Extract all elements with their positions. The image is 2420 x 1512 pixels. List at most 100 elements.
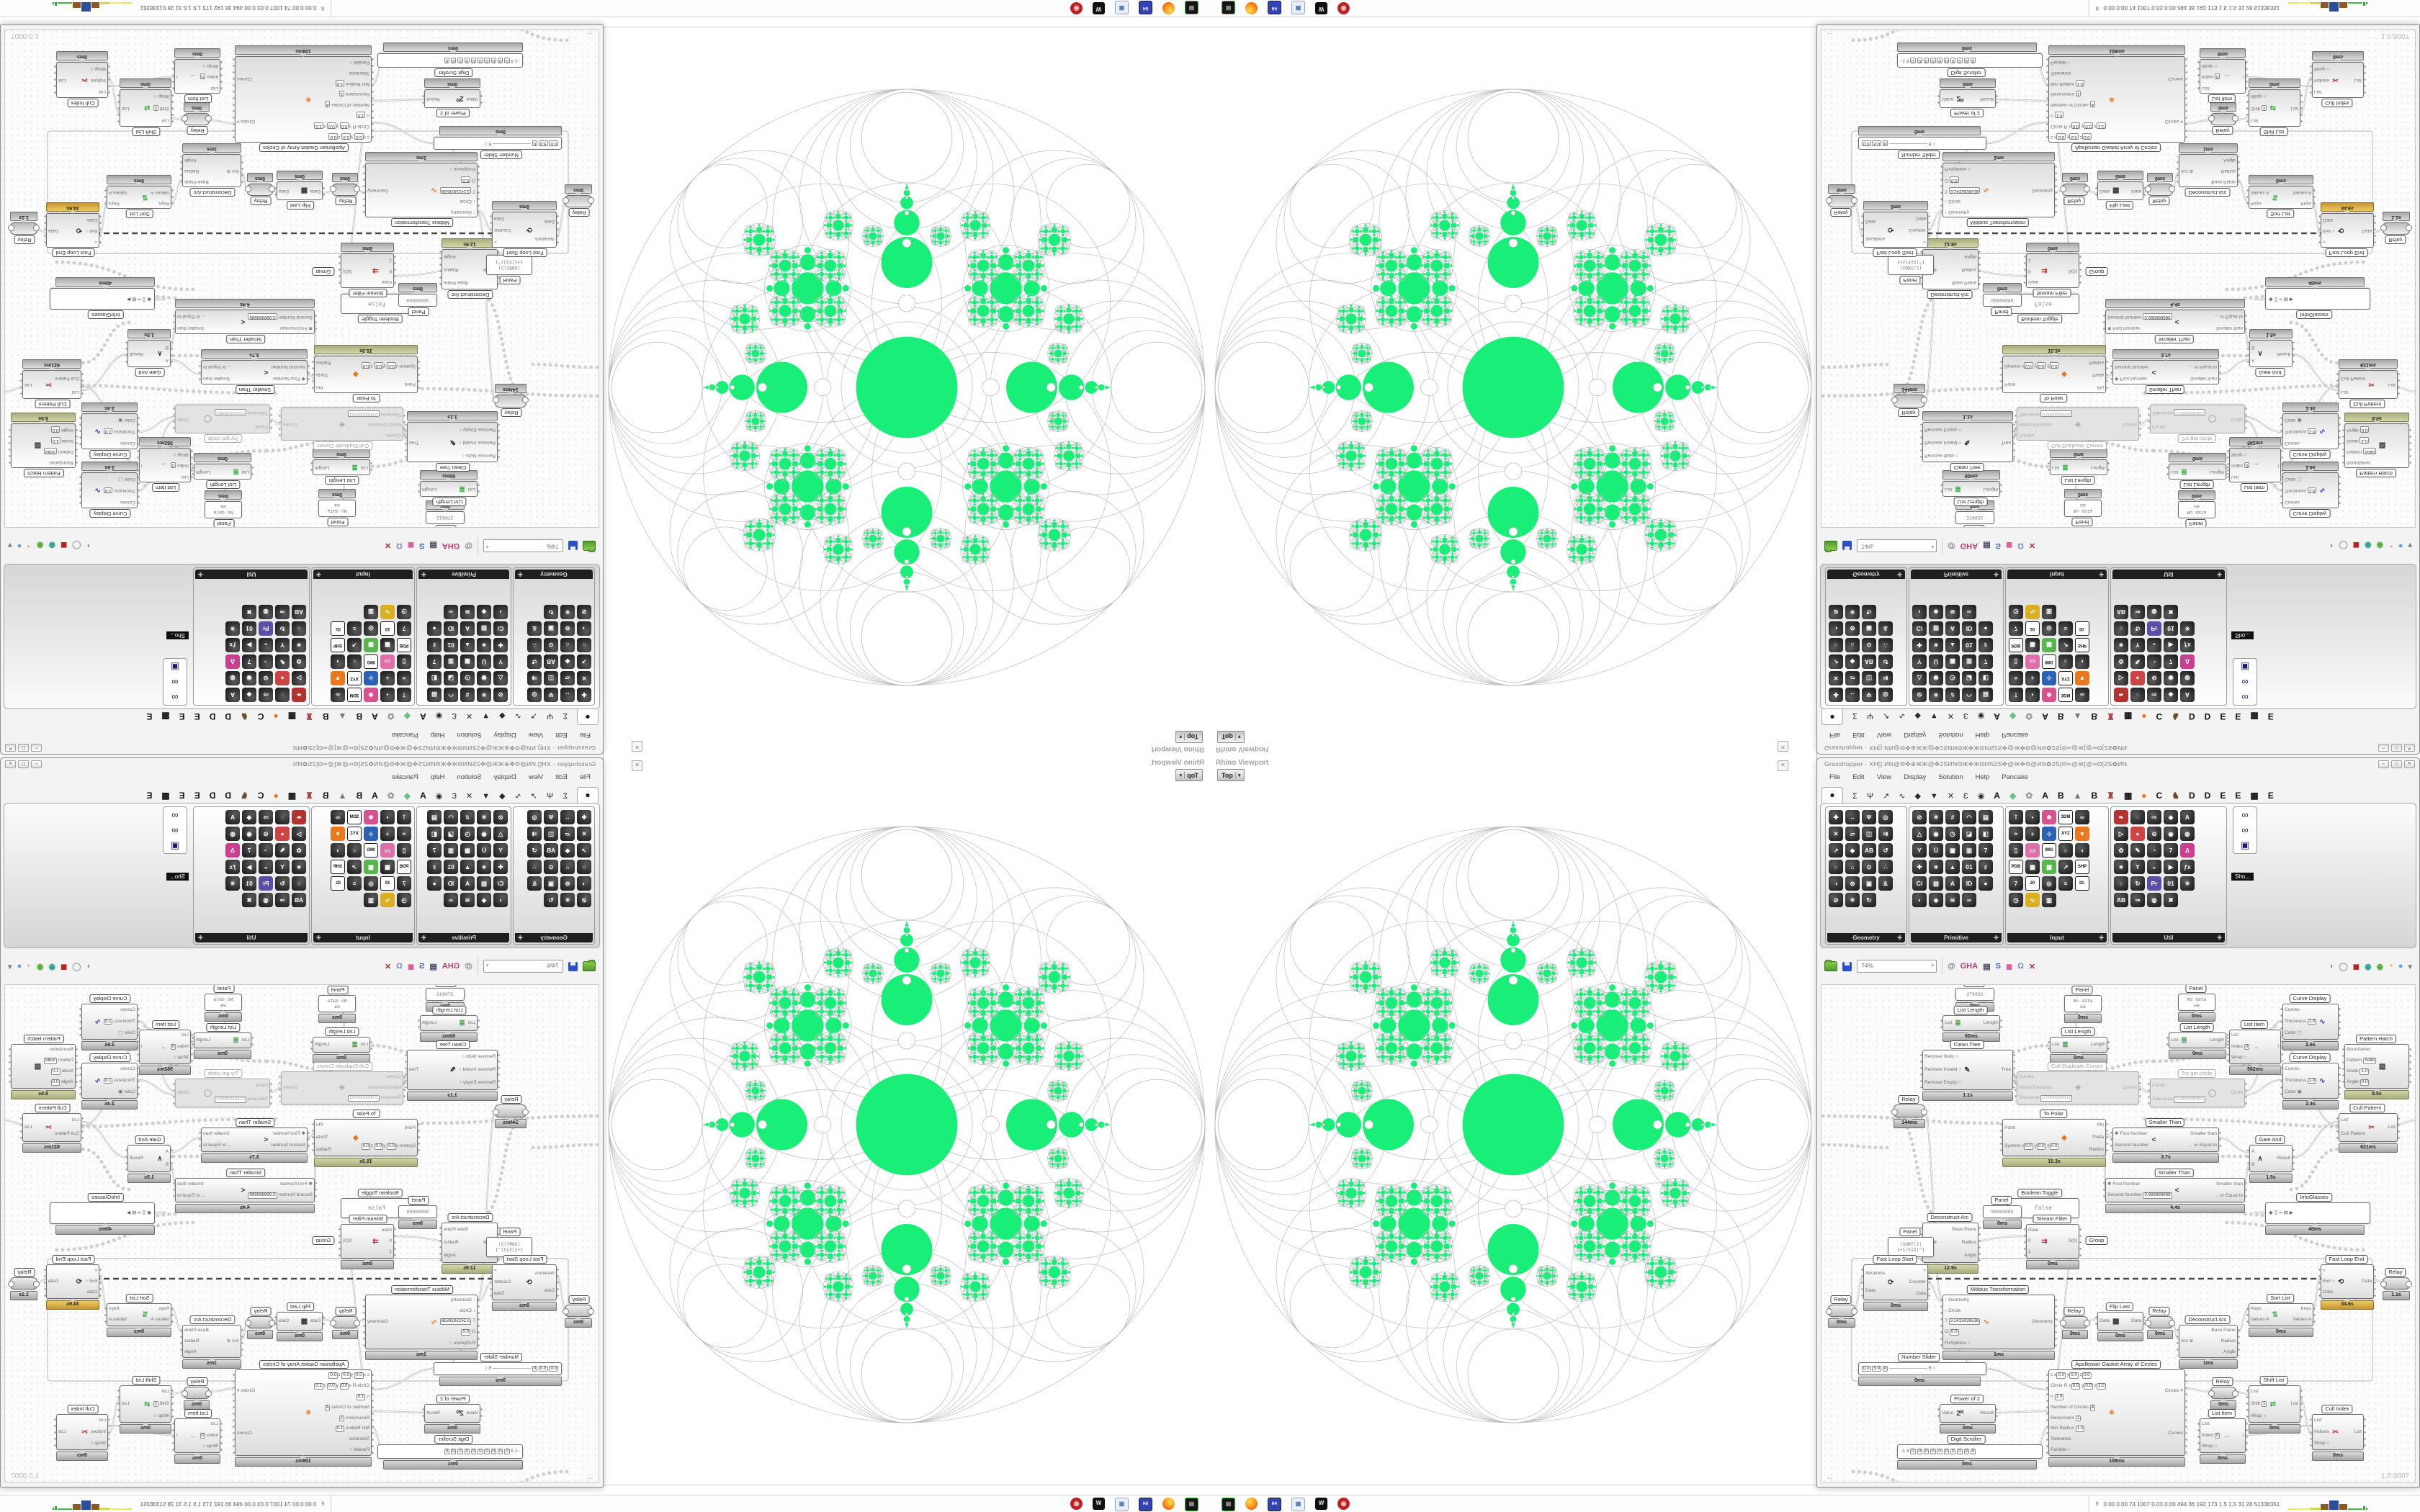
component-icon[interactable]: 7 xyxy=(1978,843,1993,858)
component-icon[interactable]: ≈ xyxy=(397,671,411,685)
gh-node-to-polar[interactable]: Point System x 0.0 y 0.0 z 0.0 ◆ Phi Theta Radiu… xyxy=(1999,1119,2109,1156)
component-icon[interactable]: △ xyxy=(493,671,508,685)
component-icon[interactable]: ⊹ xyxy=(2042,827,2056,841)
value-box[interactable]: 1.0 xyxy=(2307,1018,2317,1025)
palette-expand-icon[interactable]: ✚ xyxy=(2099,935,2104,941)
tab-plugin[interactable]: D xyxy=(209,711,216,721)
component-icon[interactable]: ◆ xyxy=(1845,843,1860,858)
gh-node-cull-index[interactable]: List Indices Wrap ○ ✂ List xyxy=(2309,1414,2367,1450)
output-ports[interactable] xyxy=(2300,1387,2303,1421)
display-toggle-icon[interactable]: ◔ xyxy=(2388,962,2393,971)
component-icon[interactable]: ▧ xyxy=(477,621,491,636)
output-ports[interactable] xyxy=(2313,1305,2316,1324)
component-icon[interactable]: ID xyxy=(1962,876,1976,891)
component-icon[interactable]: ❀ xyxy=(364,688,378,702)
gh-node-fast-loop-start[interactable]: Iterations Data ⟳ > Counter Data xyxy=(1860,1264,1931,1300)
component-icon[interactable]: ◖ xyxy=(2075,843,2089,858)
tab-params-selected[interactable]: ● xyxy=(1821,787,1843,803)
component-icon[interactable]: ↻ xyxy=(2130,876,2145,891)
gh-node-m-bius-transformation[interactable]: ↑ Geometry ↓ Circle T 3.1415926536 O 0.0 Fix… xyxy=(1940,1295,2058,1349)
output-ports[interactable] xyxy=(2107,1039,2110,1050)
palette-expand-icon[interactable]: ✚ xyxy=(316,571,321,577)
palette-label[interactable]: Primitive ✚ xyxy=(1911,933,2002,942)
component-icon[interactable]: ◌ xyxy=(2130,810,2145,824)
output-ports[interactable] xyxy=(2245,1421,2249,1451)
value-box[interactable]: 0.0 xyxy=(1949,1329,1959,1336)
rhino-viewport[interactable]: Rhino Viewport Top ▾ xyxy=(1210,756,1817,1485)
component-icon[interactable]: ✚ xyxy=(493,638,508,652)
value-box[interactable]: 0 xyxy=(1923,1448,1930,1455)
value-box[interactable]: 0 xyxy=(1910,1448,1916,1455)
component-icon[interactable]: ↺ xyxy=(527,654,542,669)
minimize-button[interactable]: – xyxy=(31,744,42,752)
input-ports[interactable] xyxy=(2341,1046,2345,1086)
component-icon[interactable]: ◍ xyxy=(2180,827,2195,841)
component-icon[interactable]: ♯ xyxy=(427,638,442,652)
display-toggle-icon[interactable]: ◼ xyxy=(2352,962,2360,971)
gimp-icon[interactable]: W xyxy=(1315,1498,1327,1510)
tab-icon[interactable]: ∿ xyxy=(514,711,521,720)
value-box[interactable]: 0.0 xyxy=(2049,1143,2059,1150)
tab-icon[interactable]: Ɛ xyxy=(452,711,457,720)
open-file-icon[interactable] xyxy=(1824,960,1837,971)
value-box[interactable]: 0 xyxy=(1917,1448,1922,1455)
value-box[interactable]: 0.0 xyxy=(2056,1372,2066,1379)
component-icon[interactable]: & xyxy=(527,621,542,636)
value-box[interactable]: 0.0 xyxy=(2024,1143,2033,1150)
input-ports[interactable] xyxy=(2336,1115,2339,1140)
goggles-icon[interactable]: ∞ xyxy=(2241,824,2249,835)
component-icon[interactable]: ◷ xyxy=(460,671,475,685)
input-ports[interactable] xyxy=(2246,1147,2250,1170)
menu-item-display[interactable]: Display xyxy=(493,731,516,739)
output-ports[interactable] xyxy=(2244,1081,2248,1105)
component-icon[interactable]: 01 xyxy=(1962,860,1976,874)
maximize-button[interactable]: ▢ xyxy=(2391,760,2402,768)
component-icon[interactable]: ▪ xyxy=(380,688,395,702)
component-icon[interactable]: ▩ xyxy=(364,638,378,652)
component-icon[interactable]: Y xyxy=(1912,843,1927,858)
value-box[interactable]: 0 xyxy=(1937,1448,1942,1455)
tab-plugin[interactable]: ● xyxy=(2141,791,2147,801)
component-icon[interactable]: ⇨ xyxy=(259,688,273,702)
component-icon[interactable]: ○ xyxy=(577,638,591,652)
value-box[interactable]: 0.0 xyxy=(2036,1143,2046,1150)
component-icon[interactable]: ▥ xyxy=(444,654,458,669)
tab-plugin[interactable]: E xyxy=(194,711,200,721)
gh-node-list-length[interactable]: List ≣ Length xyxy=(2166,1032,2229,1048)
tab-icon[interactable]: ↗ xyxy=(1883,792,1890,801)
input-ports[interactable] xyxy=(2014,1074,2017,1102)
component-icon[interactable]: ↔ xyxy=(1845,810,1860,824)
value-box[interactable]: 5.0 xyxy=(1872,1365,1882,1372)
display-toggle-icon[interactable]: ◗ xyxy=(2329,962,2334,971)
menu-item-pancake[interactable]: Pancake xyxy=(391,731,418,739)
minimize-button[interactable]: – xyxy=(2378,760,2389,768)
component-icon[interactable]: ● xyxy=(427,621,442,636)
component-icon[interactable]: 01 xyxy=(2164,876,2178,891)
output-ports[interactable] xyxy=(2138,1074,2142,1102)
input-ports[interactable] xyxy=(2318,1266,2321,1297)
component-icon[interactable]: ∗ xyxy=(1929,860,1943,874)
component-icon[interactable]: ⊘ xyxy=(577,605,591,619)
tab-plugin[interactable]: ♜ xyxy=(305,711,313,721)
component-icon[interactable]: ⊜ xyxy=(1845,876,1860,891)
value-box[interactable]: 0 xyxy=(2214,1432,2220,1439)
component-icon[interactable]: 20 xyxy=(380,621,395,636)
component-icon[interactable]: ◗ xyxy=(1912,893,1927,907)
component-icon[interactable]: ▲ xyxy=(1945,860,1960,874)
component-icon[interactable]: ≡ xyxy=(347,621,362,636)
component-icon[interactable]: ▦ xyxy=(380,638,395,652)
gh-node-panel[interactable]: No data wa xyxy=(2178,994,2215,1011)
gh-node-list-length[interactable]: List ≣ Length xyxy=(1940,1015,2003,1031)
component-icon[interactable]: 7 xyxy=(397,621,411,636)
value-box[interactable]: 0 xyxy=(1963,1448,1970,1455)
output-ports[interactable] xyxy=(2292,1147,2295,1170)
value-box[interactable]: 0.0 xyxy=(2081,1372,2092,1379)
tab-icon[interactable]: Ψ xyxy=(1866,792,1874,801)
value-box[interactable]: 0 xyxy=(1950,1448,1956,1455)
input-ports[interactable] xyxy=(2166,1035,2169,1046)
component-icon[interactable]: ⊙ xyxy=(544,638,558,652)
palette-label[interactable]: Primitive ✚ xyxy=(418,570,509,579)
value-box[interactable]: 4 xyxy=(2089,1404,2096,1411)
gh-node-fast-loop-end[interactable]: < Exit ○ Data ⟲ Data xyxy=(2318,1264,2377,1299)
gh-node-relay[interactable] xyxy=(2208,1387,2238,1399)
